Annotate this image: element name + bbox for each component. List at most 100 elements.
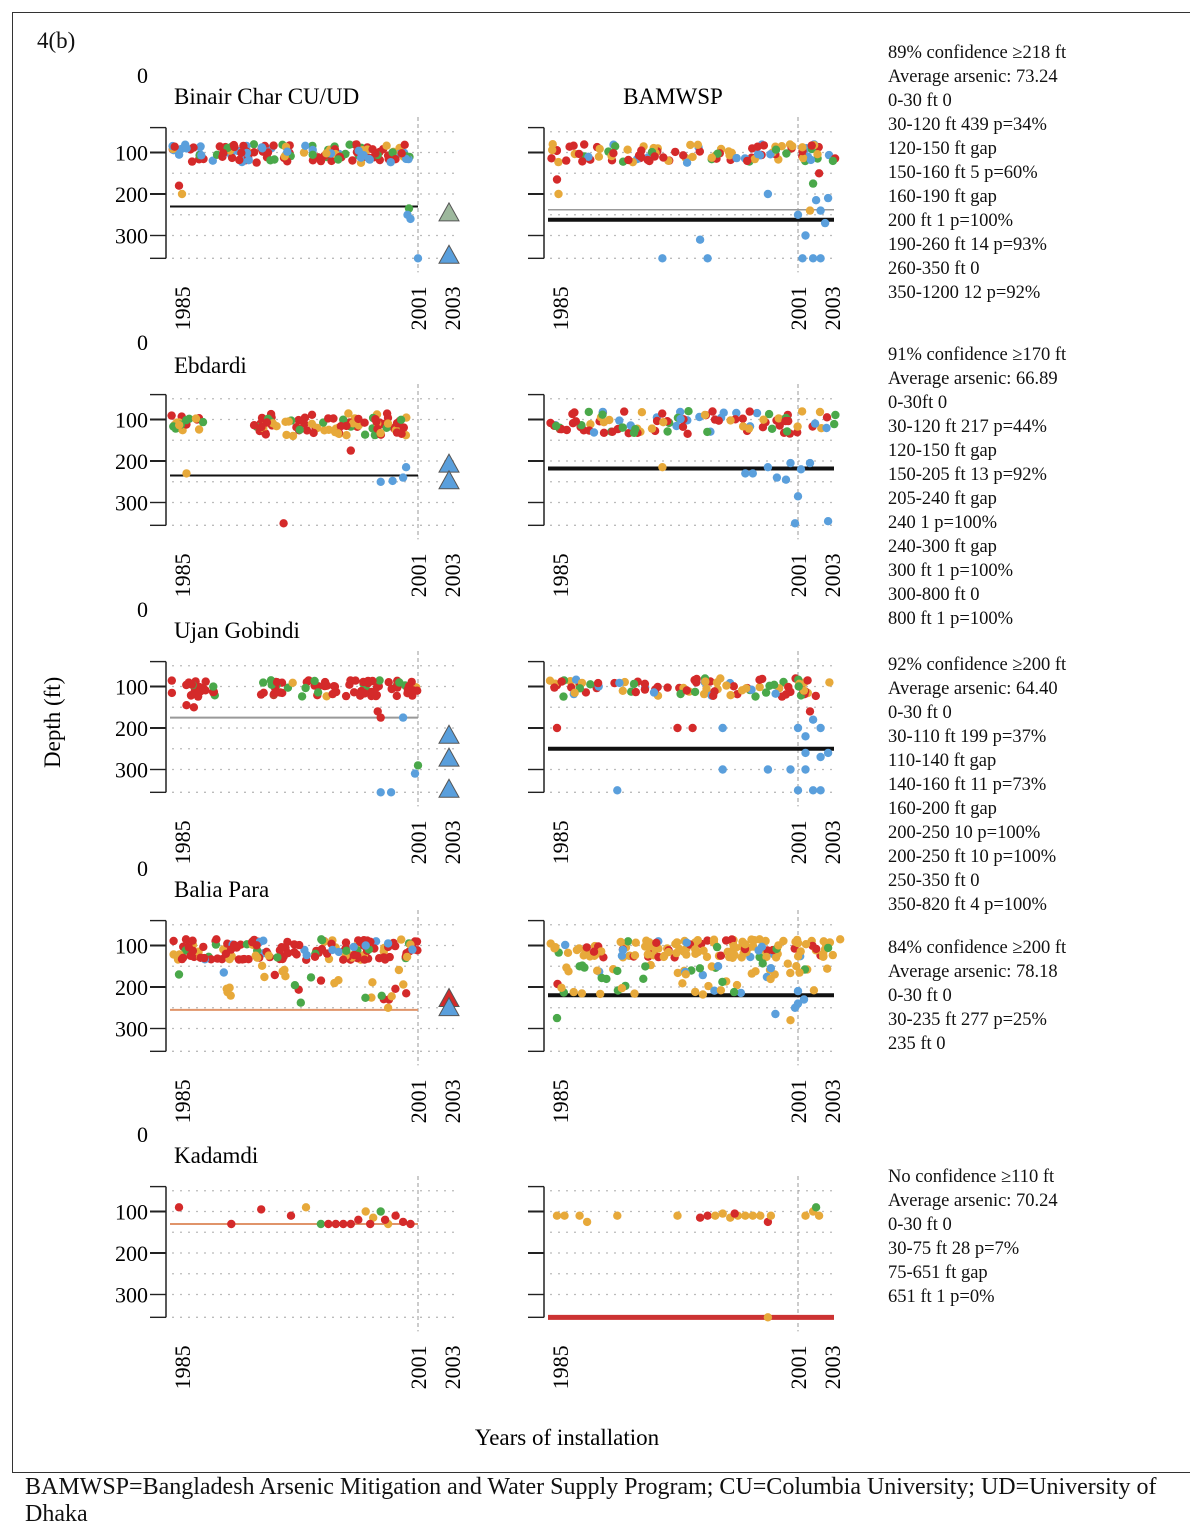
well-point [784,682,793,692]
x-tick-label: 2001 [406,1345,431,1389]
well-point [615,678,624,688]
well-point [386,788,396,797]
well-point [631,687,640,697]
well-point [570,688,579,697]
well-point [751,692,760,701]
well-point [187,680,197,689]
stats-line: 91% confidence ≥170 ft [888,345,1067,365]
subplot-left: 0 100 200 300 1985 2001 2003 [115,330,465,597]
well-point [782,427,792,436]
well-point [261,430,270,439]
well-point [616,937,625,947]
well-point [334,947,343,957]
stats-line: Average arsenic: 78.18 [888,962,1058,982]
well-point [728,953,737,962]
well-point [554,157,563,167]
well-point [252,158,261,167]
well-point [575,962,584,971]
well-point [368,145,377,154]
well-point [189,143,198,152]
well-point [368,978,377,987]
well-point [756,1211,765,1220]
well-point [772,473,782,482]
subplot-left: 0 100 200 300 1985 2001 2003 [115,63,465,330]
well-point [599,418,609,427]
x-tick-label: 2001 [406,553,431,597]
x-tick-label: 2003 [820,286,845,330]
well-point [676,689,685,699]
well-point [350,950,359,960]
well-point [354,146,363,155]
well-point [310,676,319,686]
stats-line: 150-160 ft 5 p=60% [888,163,1038,183]
well-point [360,418,369,427]
well-point [552,421,561,431]
well-point [755,682,764,692]
x-tick-label: 2003 [820,1345,845,1389]
stats-line: 200-250 ft 10 p=100% [888,847,1057,867]
well-point [383,1003,393,1012]
well-point [753,142,762,151]
well-point [631,938,640,947]
well-point [659,418,668,427]
well-point [288,431,298,441]
well-point [811,1203,821,1212]
well-point [306,973,316,982]
well-point [684,407,693,416]
well-point [387,992,396,1001]
well-point [695,1213,705,1222]
stats-line: 250-350 ft 0 [888,871,980,891]
well-point [373,707,382,716]
well-point [691,676,700,685]
well-point [361,993,370,1002]
panel-label: 4(b) [37,28,76,53]
subplot-left: 0 100 200 300 1985 2001 2003 [115,597,465,864]
well-point [367,993,376,1002]
well-point [582,943,591,952]
well-point [811,196,821,205]
well-point [695,964,705,973]
well-point [290,940,299,949]
well-point [816,752,825,762]
well-point [803,676,812,685]
well-point [707,153,716,162]
triangle-marker [438,201,460,222]
well-point [792,962,801,971]
well-point [620,407,629,416]
well-point [673,968,682,978]
x-tick-label: 2001 [406,1079,431,1123]
well-point [367,687,376,697]
well-point [269,689,279,698]
well-point [264,951,273,960]
well-point [396,415,406,424]
well-point [346,1219,355,1229]
well-point [793,986,803,996]
x-tick-label: 2003 [820,1079,845,1123]
well-point [375,676,384,685]
well-point [698,990,708,999]
stats-line: 0-30 ft 0 [888,703,952,723]
well-point [188,936,197,945]
well-point [206,955,216,964]
stats-line: 200-250 10 p=100% [888,823,1041,843]
well-point [732,408,741,418]
well-point [230,142,239,152]
well-point [747,969,756,978]
well-point [582,1217,592,1227]
well-point [379,953,388,962]
well-point [170,142,179,151]
well-point [828,950,837,960]
well-point [334,155,343,164]
subplot-left: 0 100 200 300 1985 2001 2003 [115,856,465,1123]
well-point [742,684,751,693]
y-tick-label: 300 [115,491,148,516]
well-point [828,156,838,166]
well-point [387,684,396,694]
well-point [547,154,556,163]
figure-caption: BAMWSP=Bangladesh Arsenic Mitigation and… [25,1474,1157,1527]
well-point [580,140,589,149]
triangle-marker [438,996,460,1017]
well-point [683,429,692,438]
well-point [382,409,392,418]
stats-line: Average arsenic: 66.89 [888,369,1058,389]
